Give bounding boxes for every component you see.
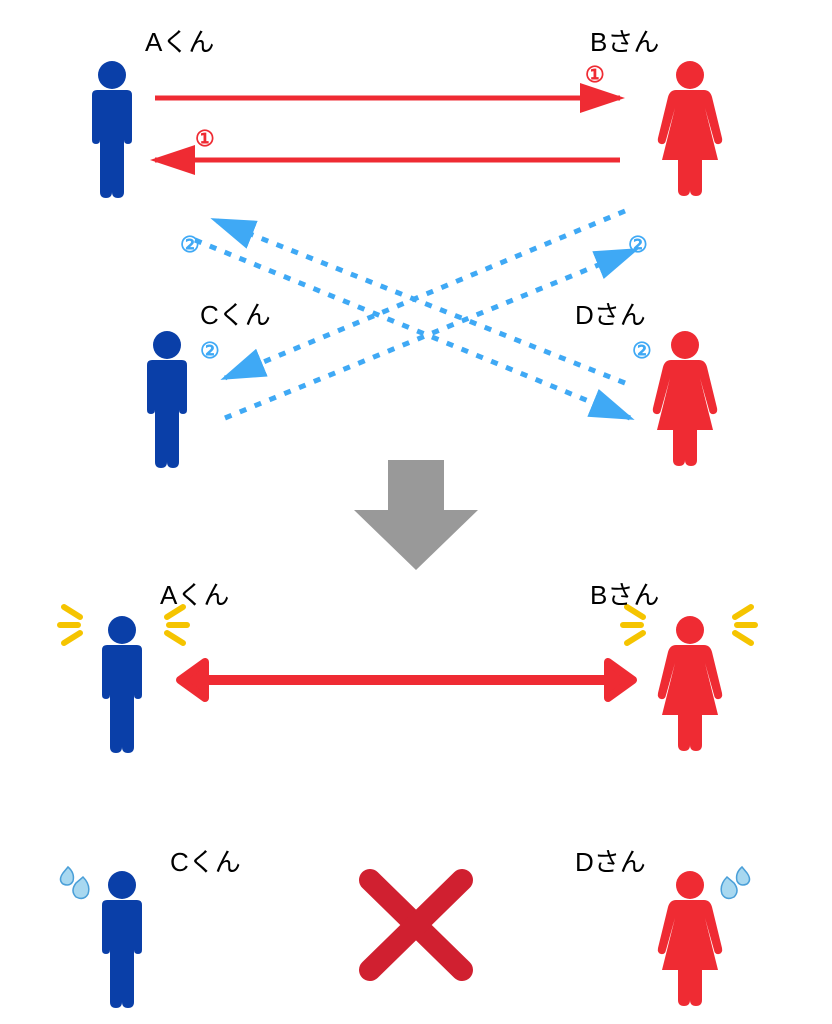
num-2-bl: ② <box>200 338 220 364</box>
sparkle-a-right <box>167 607 187 643</box>
label-a-bottom: Aくん <box>160 575 229 612</box>
x-mark-icon <box>370 880 462 970</box>
label-d-top: Dさん <box>575 295 646 332</box>
person-a-top <box>92 61 132 198</box>
person-c-top <box>147 331 187 468</box>
num-2-tr: ② <box>628 232 648 258</box>
double-arrow-left <box>180 662 205 698</box>
person-c-bottom <box>102 871 142 1008</box>
sparkle-a-left <box>60 607 80 643</box>
tears-d <box>721 867 749 898</box>
double-arrow-right <box>608 662 633 698</box>
diagram-container: Aくん Bさん Cくん Dさん Aくん Bさん Cくん Dさん ① ① ② ② … <box>0 0 832 1024</box>
person-d-bottom <box>658 871 722 1006</box>
num-2-br: ② <box>632 338 652 364</box>
sparkle-b-right <box>735 607 755 643</box>
arrow-d-to-a <box>215 220 625 383</box>
num-1-right: ① <box>585 62 605 88</box>
num-1-left: ① <box>195 126 215 152</box>
label-b-bottom: Bさん <box>590 575 659 612</box>
sparkle-b-left <box>623 607 643 643</box>
label-a-top: Aくん <box>145 22 214 59</box>
label-d-bottom: Dさん <box>575 842 646 879</box>
person-a-bottom <box>102 616 142 753</box>
tears-c <box>61 867 89 898</box>
arrow-b-to-c <box>225 211 625 378</box>
diagram-svg <box>0 0 832 1024</box>
label-c-top: Cくん <box>200 295 271 332</box>
person-b-top <box>658 61 722 196</box>
person-d-top <box>653 331 717 466</box>
num-2-tl: ② <box>180 232 200 258</box>
label-b-top: Bさん <box>590 22 659 59</box>
person-b-bottom <box>658 616 722 751</box>
label-c-bottom: Cくん <box>170 842 241 879</box>
down-arrow-icon <box>354 460 478 570</box>
